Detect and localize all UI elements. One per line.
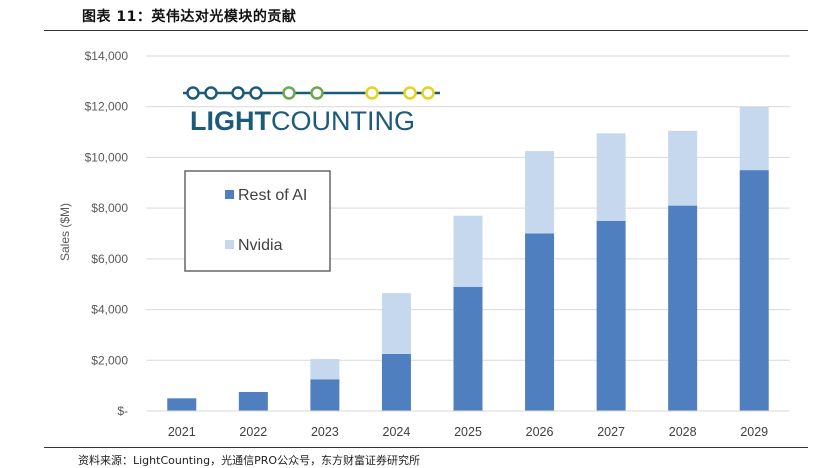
bar-nvidia-2028 — [668, 130, 698, 206]
bar-rest-of-ai-2028 — [668, 205, 698, 411]
logo-wordmark: LIGHTCOUNTING — [190, 106, 415, 136]
bar-nvidia-2023 — [310, 359, 340, 380]
bar-nvidia-2029 — [739, 106, 769, 171]
y-axis-ticks: $- $2,000 $4,000 $6,000 $8,000 $10,000 $12,000… — [85, 49, 129, 418]
y-tick-label: $4,000 — [91, 303, 128, 317]
y-tick-label: $2,000 — [91, 353, 128, 367]
legend-swatch-rest-of-ai — [225, 190, 234, 199]
logo-circle — [249, 86, 263, 100]
logo-circle — [310, 86, 324, 100]
bar-rest-of-ai-2024 — [381, 353, 411, 411]
legend-box — [184, 170, 331, 272]
y-tick-label: $- — [117, 404, 128, 418]
x-tick-label: 2027 — [597, 425, 625, 439]
y-tick-label: $14,000 — [85, 49, 129, 63]
legend-label-rest-of-ai: Rest of AI — [238, 187, 307, 204]
bar-rest-of-ai-2029 — [739, 170, 769, 411]
bar-rest-of-ai-2027 — [596, 220, 626, 411]
x-tick-label: 2028 — [669, 425, 697, 439]
bar-nvidia-2026 — [525, 151, 555, 234]
source-note: 资料来源：LightCounting，光通信PRO公众号，东方财富证券研究所 — [78, 454, 421, 467]
logo-circle — [282, 86, 296, 100]
logo-circles — [186, 86, 435, 100]
y-tick-label: $10,000 — [85, 150, 129, 164]
y-tick-label: $12,000 — [85, 100, 129, 114]
x-axis-ticks: 2021 2022 2023 2024 2025 2026 2027 2028 2029 — [168, 425, 768, 439]
logo-text-regular: COUNTING — [271, 106, 415, 136]
bar-rest-of-ai-2025 — [453, 286, 483, 411]
logo-text-bold: LIGHT — [190, 106, 271, 136]
x-tick-label: 2025 — [454, 425, 482, 439]
logo-circle — [365, 86, 379, 100]
bottom-rule — [44, 447, 808, 448]
x-tick-label: 2023 — [311, 425, 339, 439]
bar-rest-of-ai-2021 — [167, 398, 197, 411]
legend-label-nvidia: Nvidia — [238, 237, 283, 254]
lightcounting-logo: LIGHTCOUNTING — [183, 86, 440, 136]
logo-circle — [204, 86, 218, 100]
logo-circle — [403, 86, 417, 100]
x-tick-label: 2029 — [740, 425, 768, 439]
bar-rest-of-ai-2026 — [525, 233, 555, 411]
bar-nvidia-2027 — [596, 133, 626, 221]
bar-nvidia-2024 — [381, 293, 411, 354]
logo-circle — [421, 86, 435, 100]
x-tick-label: 2024 — [383, 425, 411, 439]
y-axis-label: Sales ($M) — [58, 203, 72, 261]
x-tick-label: 2022 — [239, 425, 267, 439]
bar-rest-of-ai-2022 — [238, 391, 268, 411]
legend: Rest of AI Nvidia — [184, 170, 331, 272]
bars — [167, 106, 769, 411]
bar-rest-of-ai-2023 — [310, 379, 340, 411]
logo-circle — [186, 86, 200, 100]
y-tick-label: $8,000 — [91, 201, 128, 215]
logo-circle — [231, 86, 245, 100]
top-rule — [44, 30, 808, 31]
y-tick-label: $6,000 — [91, 252, 128, 266]
x-tick-label: 2026 — [526, 425, 554, 439]
x-tick-label: 2021 — [168, 425, 196, 439]
figure-title: 图表 11：英伟达对光模块的贡献 — [82, 9, 297, 25]
bar-nvidia-2025 — [453, 215, 483, 287]
legend-swatch-nvidia — [225, 240, 234, 249]
